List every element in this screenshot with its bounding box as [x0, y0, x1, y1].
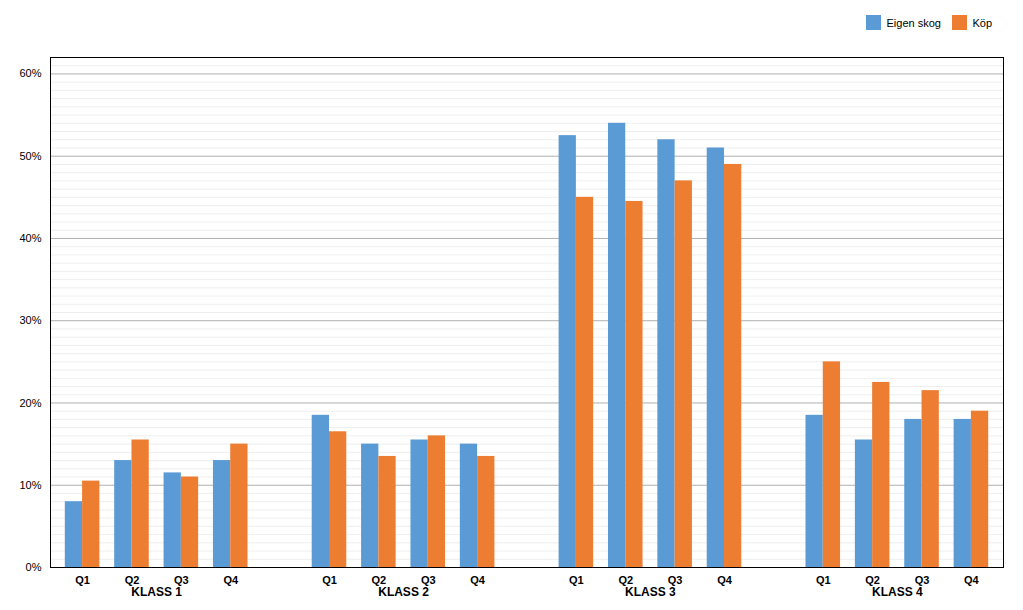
svg-text:Q2: Q2 [371, 573, 387, 586]
svg-text:Q3: Q3 [914, 573, 930, 586]
svg-text:Q1: Q1 [569, 574, 584, 586]
svg-text:Q4: Q4 [223, 574, 239, 586]
svg-text:KLASS 1: KLASS 1 [131, 585, 182, 599]
svg-text:Q2: Q2 [618, 573, 634, 586]
html-text:Eigen skog: Eigen skog [886, 16, 941, 29]
svg-text:KLASS 3: KLASS 3 [625, 585, 676, 599]
svg-text:Q2: Q2 [865, 573, 880, 586]
svg-text:40%: 40% [19, 231, 41, 243]
svg-text:50%: 50% [19, 149, 41, 161]
svg-text:Q4: Q4 [717, 574, 733, 586]
svg-text:10%: 10% [19, 478, 41, 490]
svg-text:Q3: Q3 [174, 573, 189, 586]
svg-text:Q1: Q1 [816, 574, 831, 586]
svg-text:Q1: Q1 [75, 574, 90, 586]
html-text:Köp: Köp [972, 16, 992, 29]
svg-text:60%: 60% [19, 67, 41, 79]
svg-text:KLASS 2: KLASS 2 [378, 585, 429, 599]
svg-text:20%: 20% [19, 396, 41, 408]
svg-text:Q3: Q3 [420, 573, 436, 586]
svg-text:Q4: Q4 [470, 574, 486, 586]
svg-text:30%: 30% [19, 314, 41, 326]
svg-text:KLASS 4: KLASS 4 [872, 585, 923, 599]
svg-text:Q3: Q3 [667, 573, 683, 586]
svg-text:Q1: Q1 [322, 574, 337, 586]
svg-text:Q4: Q4 [964, 574, 980, 586]
svg-text:0%: 0% [26, 561, 42, 573]
svg-text:Q2: Q2 [124, 573, 140, 586]
